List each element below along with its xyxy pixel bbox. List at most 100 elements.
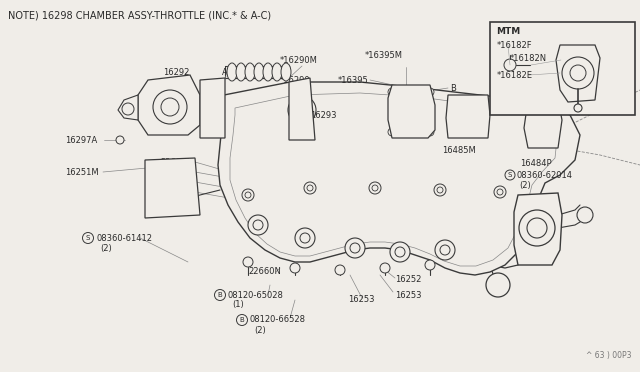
Circle shape: [307, 185, 313, 191]
Text: (1): (1): [232, 301, 244, 310]
Circle shape: [434, 184, 446, 196]
Circle shape: [206, 127, 214, 135]
Ellipse shape: [272, 63, 282, 81]
Circle shape: [527, 218, 547, 238]
Ellipse shape: [254, 63, 264, 81]
Circle shape: [426, 128, 434, 136]
Text: *16290M: *16290M: [280, 55, 318, 64]
Text: 08120-65028: 08120-65028: [228, 291, 284, 299]
Circle shape: [577, 207, 593, 223]
Text: 16253: 16253: [348, 295, 374, 305]
Circle shape: [425, 260, 435, 270]
Text: 16294: 16294: [160, 177, 186, 186]
Text: *16395M: *16395M: [365, 51, 403, 60]
Polygon shape: [118, 95, 138, 120]
Circle shape: [297, 128, 307, 138]
Text: ^ 63 ) 00P3: ^ 63 ) 00P3: [586, 351, 632, 360]
Text: *16182F: *16182F: [497, 41, 532, 49]
Ellipse shape: [245, 63, 255, 81]
Polygon shape: [388, 85, 435, 138]
Ellipse shape: [236, 63, 246, 81]
Circle shape: [437, 187, 443, 193]
Circle shape: [248, 215, 268, 235]
Circle shape: [214, 289, 225, 301]
Circle shape: [486, 273, 510, 297]
Text: 16253: 16253: [395, 291, 422, 299]
Ellipse shape: [263, 63, 273, 81]
Text: 16485M: 16485M: [442, 145, 476, 154]
Text: (2): (2): [254, 326, 266, 334]
Circle shape: [404, 104, 420, 120]
Circle shape: [535, 117, 549, 131]
Circle shape: [153, 90, 187, 124]
Polygon shape: [524, 100, 562, 148]
Circle shape: [290, 263, 300, 273]
Circle shape: [435, 240, 455, 260]
Circle shape: [380, 263, 390, 273]
Polygon shape: [145, 158, 200, 218]
Circle shape: [570, 65, 586, 81]
Circle shape: [574, 104, 582, 112]
Circle shape: [497, 189, 503, 195]
Polygon shape: [446, 95, 490, 138]
Circle shape: [242, 189, 254, 201]
Text: 16292: 16292: [163, 67, 189, 77]
Text: 08360-61412: 08360-61412: [96, 234, 152, 243]
Text: 16251M: 16251M: [65, 167, 99, 176]
Polygon shape: [514, 193, 562, 265]
Circle shape: [372, 185, 378, 191]
Polygon shape: [200, 78, 225, 138]
Circle shape: [288, 96, 316, 124]
Polygon shape: [218, 82, 580, 275]
Circle shape: [214, 83, 222, 91]
Circle shape: [390, 242, 410, 262]
Circle shape: [505, 170, 515, 180]
Circle shape: [426, 88, 434, 96]
Circle shape: [304, 182, 316, 194]
Text: B: B: [450, 83, 456, 93]
Polygon shape: [230, 93, 558, 266]
Text: 16294M: 16294M: [160, 187, 194, 196]
Circle shape: [243, 257, 253, 267]
Polygon shape: [556, 45, 600, 102]
Circle shape: [494, 186, 506, 198]
Text: B: B: [218, 292, 222, 298]
Circle shape: [83, 232, 93, 244]
Text: 16252: 16252: [395, 276, 421, 285]
Text: (2): (2): [100, 244, 112, 253]
Text: 16297A: 16297A: [65, 135, 97, 144]
Text: (2): (2): [519, 180, 531, 189]
Circle shape: [214, 127, 222, 135]
Text: 22620: 22620: [128, 103, 154, 112]
Circle shape: [528, 110, 556, 138]
Circle shape: [461, 109, 475, 123]
Circle shape: [395, 247, 405, 257]
Polygon shape: [289, 78, 315, 140]
Circle shape: [297, 85, 307, 95]
Text: 22660N: 22660N: [248, 267, 281, 276]
Circle shape: [116, 136, 124, 144]
Circle shape: [440, 245, 450, 255]
Circle shape: [122, 103, 134, 115]
Text: C: C: [452, 96, 458, 105]
Text: 08360-62014: 08360-62014: [517, 170, 573, 180]
Text: *16290: *16290: [280, 76, 310, 84]
Text: 16484P: 16484P: [520, 158, 552, 167]
Circle shape: [350, 243, 360, 253]
Text: *16182N: *16182N: [510, 54, 547, 62]
Circle shape: [245, 192, 251, 198]
Text: *16395: *16395: [338, 76, 369, 84]
Circle shape: [253, 220, 263, 230]
Text: MTM: MTM: [496, 27, 520, 36]
Circle shape: [369, 182, 381, 194]
Bar: [490, 22, 635, 115]
Text: S: S: [508, 172, 512, 178]
Circle shape: [295, 228, 315, 248]
Text: 16293: 16293: [310, 110, 337, 119]
Text: 08120-66528: 08120-66528: [250, 315, 306, 324]
Circle shape: [453, 101, 483, 131]
Ellipse shape: [227, 63, 237, 81]
Text: *16182E: *16182E: [497, 71, 533, 80]
Circle shape: [345, 238, 365, 258]
Circle shape: [388, 88, 396, 96]
